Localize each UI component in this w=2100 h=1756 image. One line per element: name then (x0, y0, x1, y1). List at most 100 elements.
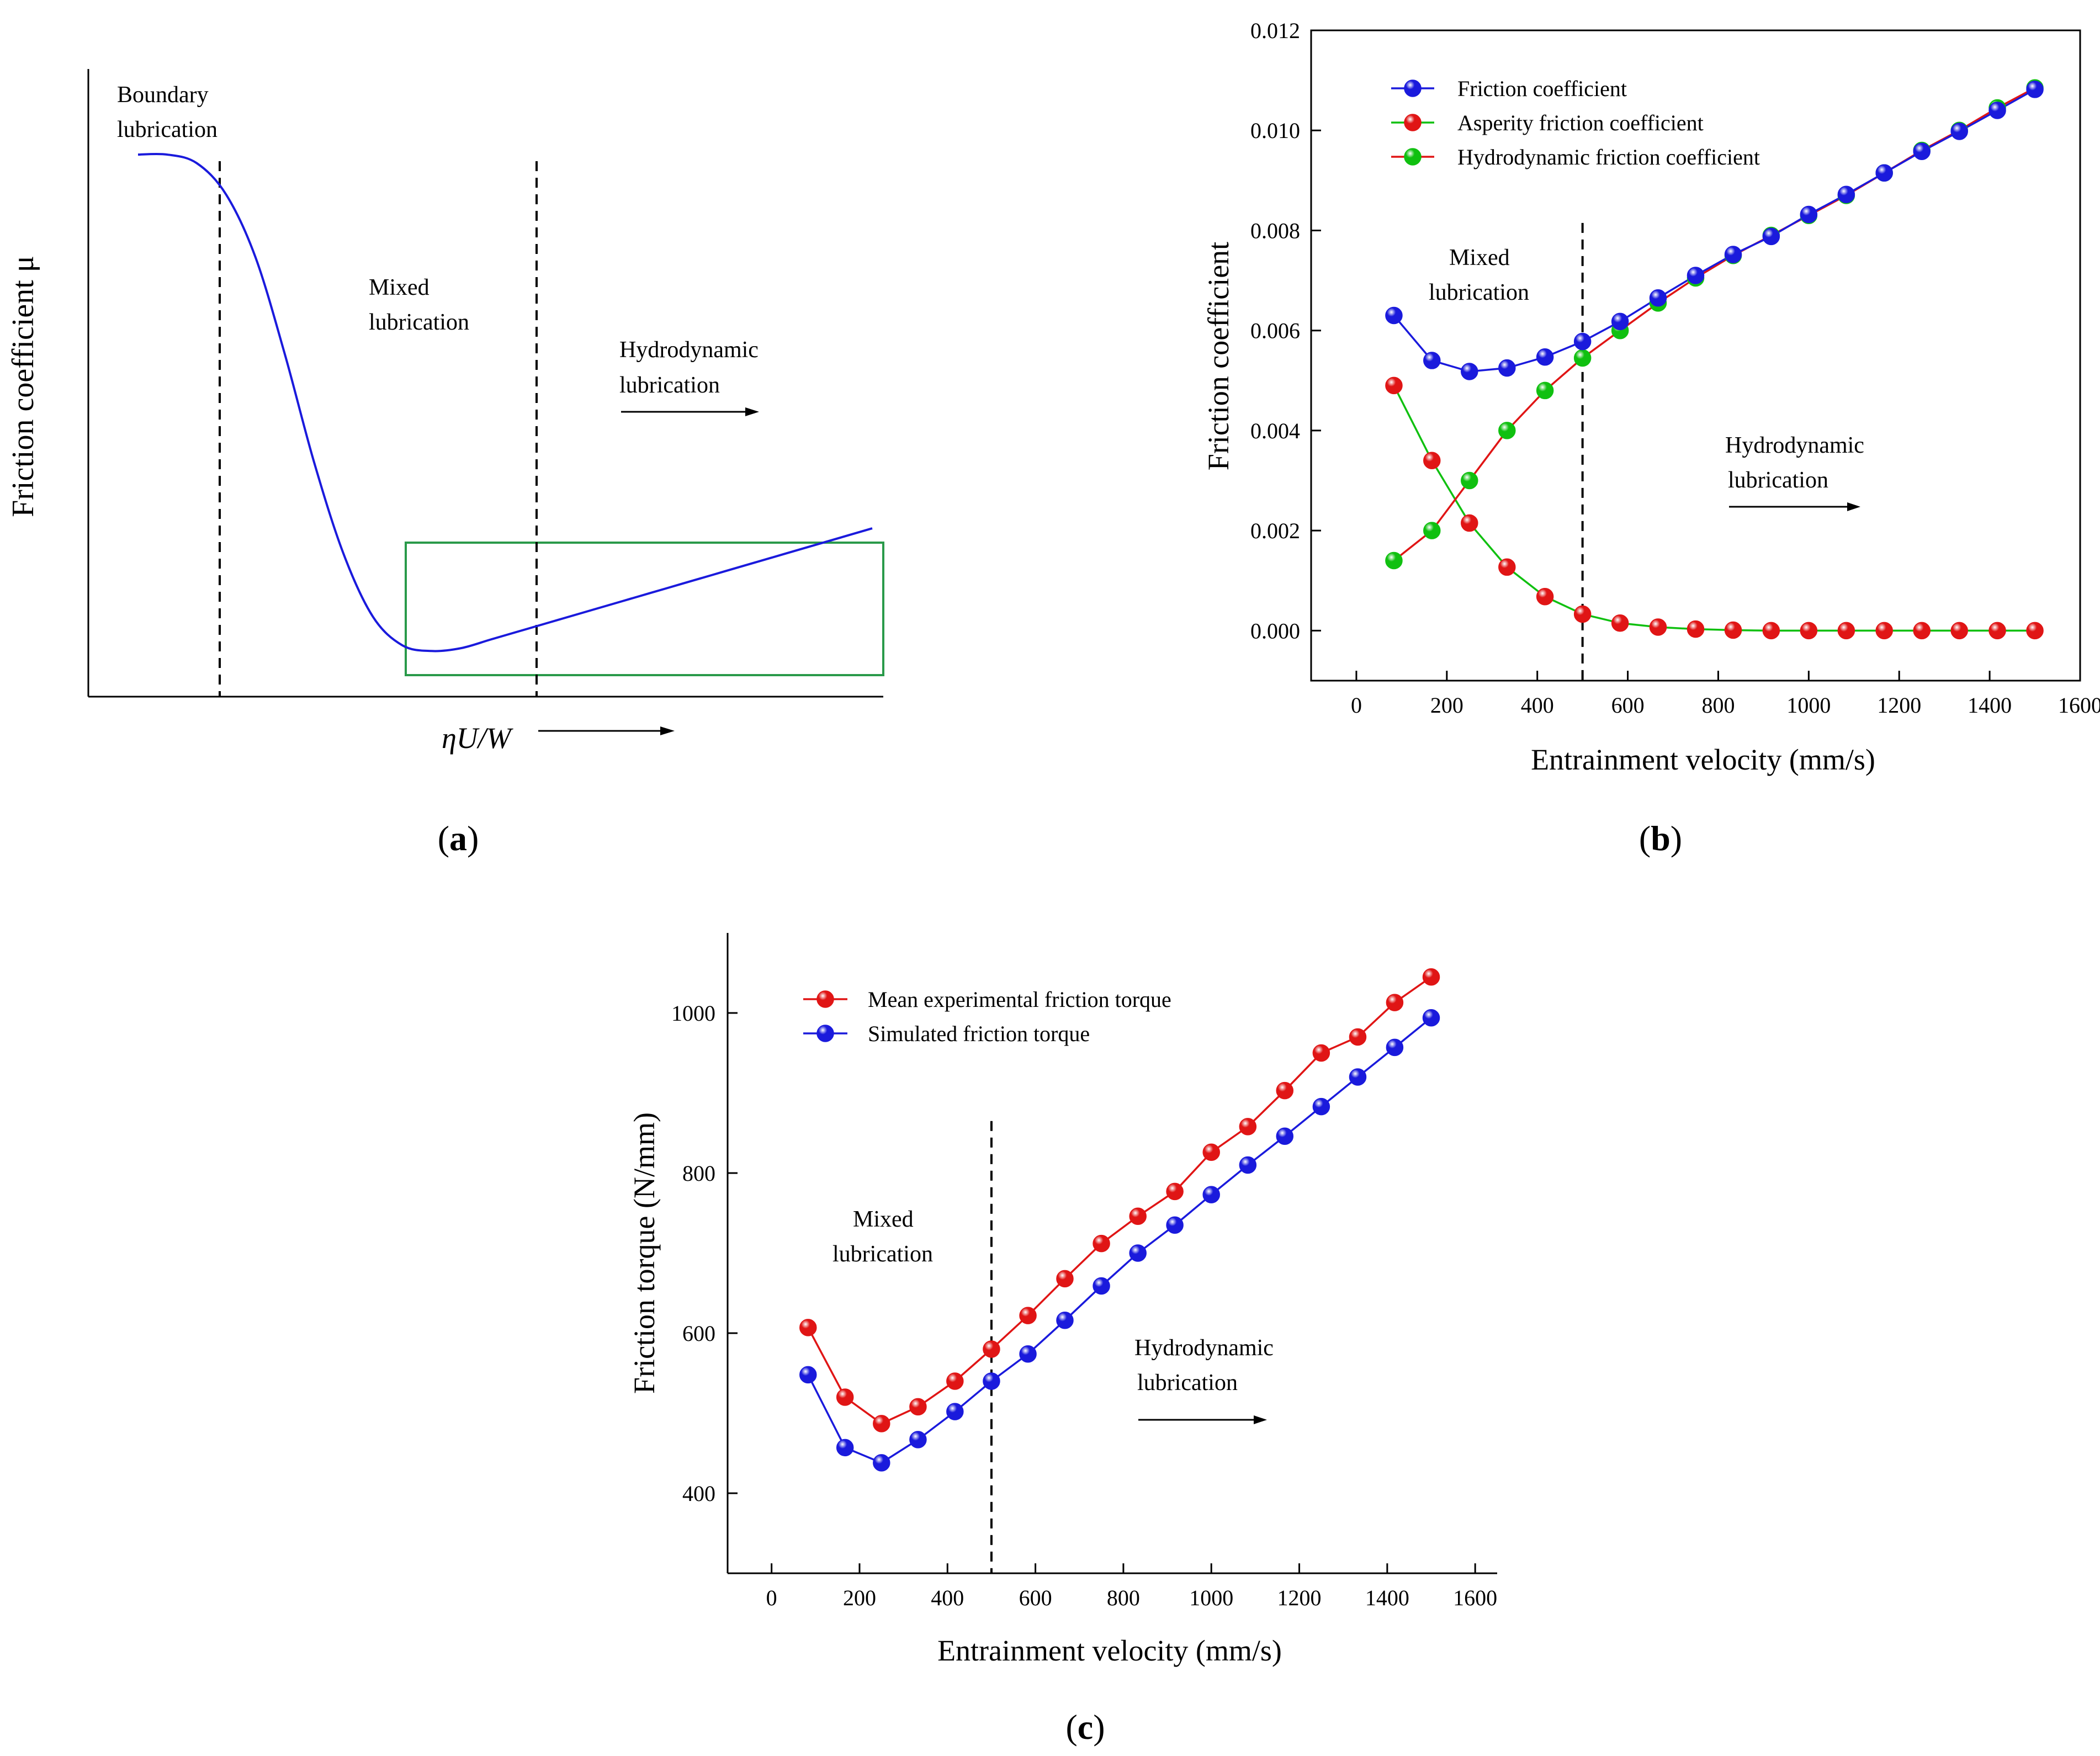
panel-b-marker (1385, 306, 1403, 325)
panel-c-marker (836, 1439, 854, 1457)
panel-b-marker (1573, 605, 1592, 623)
panel-b-y-tick-label: 0.000 (1250, 618, 1300, 643)
panel-a-hydro-line2: lubrication (619, 373, 720, 398)
panel-b-x-tick-label: 1000 (1786, 693, 1831, 718)
panel-c-legend-label: Mean experimental friction torque (868, 987, 1171, 1012)
panel-b-marker (1611, 312, 1629, 331)
panel-c-y-tick-label: 400 (682, 1481, 715, 1506)
panel-c-marker (836, 1388, 854, 1406)
panel-b-marker (1837, 622, 1855, 640)
panel-c-marker (1056, 1312, 1074, 1329)
panel-c-x-tick-label: 0 (766, 1585, 777, 1610)
panel-c-x-tick-label: 1400 (1365, 1585, 1409, 1610)
panel-b-marker (1573, 332, 1592, 351)
panel-b-legend-label: Asperity friction coefficient (1457, 110, 1704, 135)
panel-a-boundary-line2: lubrication (117, 117, 218, 142)
panel-b-marker (1800, 622, 1818, 640)
panel-b-marker (1913, 622, 1931, 640)
panel-a-y-label: Friction coefficient μ (6, 256, 40, 517)
panel-c-x-tick-label: 1000 (1189, 1585, 1233, 1610)
panel-c-marker (1422, 968, 1440, 986)
panel-b-marker (1385, 551, 1403, 570)
panel-b-marker (1913, 142, 1931, 161)
panel-a: Boundary lubrication Mixed lubrication H… (6, 69, 884, 858)
panel-c-marker (1312, 1097, 1330, 1116)
panel-c-marker (946, 1372, 964, 1390)
panel-b-y-tick-label: 0.004 (1250, 418, 1300, 443)
panel-b-marker (1385, 376, 1403, 395)
panel-c-marker (799, 1366, 817, 1384)
panel-b-marker (1837, 185, 1855, 203)
panel-b-marker (1536, 588, 1554, 606)
panel-c-marker (983, 1372, 1000, 1390)
panel-b-legend-label: Hydrodynamic friction coefficient (1457, 145, 1760, 169)
panel-b-y-label: Friction coefficient (1202, 242, 1235, 470)
panel-c-marker (909, 1431, 927, 1449)
panel-b-marker (1875, 622, 1893, 640)
panel-c-x-tick-label: 800 (1107, 1585, 1140, 1610)
panel-c-marker (799, 1319, 817, 1336)
panel-b-hydro-line1: Hydrodynamic (1725, 433, 1864, 458)
panel-b-plot-area (1385, 79, 2044, 681)
panel-c-marker (1276, 1127, 1294, 1145)
panel-c-x-label: Entrainment velocity (mm/s) (937, 1634, 1282, 1667)
panel-c-y-tick-label: 600 (682, 1321, 715, 1346)
panel-b-x-tick-label: 1600 (2058, 693, 2100, 718)
panel-c-marker (946, 1403, 964, 1420)
panel-b-x-tick-label: 1400 (1968, 693, 2012, 718)
panel-c-mixed-line2: lubrication (832, 1242, 933, 1267)
panel-b-legend-marker (1404, 148, 1422, 166)
panel-b-marker (1423, 352, 1441, 369)
panel-b-marker (1762, 622, 1780, 640)
panel-c-legend-label: Simulated friction torque (868, 1021, 1090, 1046)
panel-c-marker (1166, 1182, 1184, 1201)
panel-c-marker (1056, 1270, 1074, 1288)
panel-b-legend-marker (1404, 114, 1422, 131)
panel-a-y-label-text: Friction coefficient μ (6, 256, 40, 517)
panel-b-marker (1875, 164, 1893, 182)
panel-b-marker (1950, 123, 1968, 140)
panel-c-marker (1349, 1028, 1367, 1046)
panel-c-series-line (807, 1017, 1432, 1464)
panel-c-y-label: Friction torque (N/mm) (628, 1112, 661, 1394)
panel-c-marker (1093, 1234, 1110, 1253)
panel-c-marker (1019, 1345, 1037, 1363)
panel-b-label-letter: b (1651, 819, 1671, 858)
panel-b-marker (1498, 359, 1516, 377)
panel-c-marker (1239, 1156, 1257, 1174)
panel-b-marker (1461, 514, 1478, 532)
panel-a-hydro-arrow (621, 407, 759, 416)
panel-c-marker (1093, 1277, 1110, 1295)
panel-c-mixed-line1: Mixed (853, 1207, 914, 1232)
panel-b-marker (1988, 102, 2006, 119)
panel-b-marker (1573, 349, 1592, 367)
panel-c-marker (1129, 1207, 1147, 1226)
panel-b-legend-label: Friction coefficient (1457, 76, 1627, 101)
panel-b-marker (1800, 205, 1818, 224)
panel-c-x-tick-label: 600 (1019, 1585, 1052, 1610)
panel-a-stribeck-curve (137, 152, 873, 652)
panel-b-legend: Friction coefficient Asperity friction co… (1391, 76, 1760, 169)
panel-c-marker (873, 1454, 890, 1472)
panel-a-mixed-line2: lubrication (369, 310, 469, 335)
panel-b-marker (2026, 81, 2044, 98)
panel-b-marker (1649, 618, 1667, 636)
panel-b-marker (1423, 452, 1441, 470)
panel-c-marker (873, 1415, 890, 1433)
panel-b-x-tick-label: 600 (1611, 693, 1645, 718)
panel-c-legend-marker (816, 990, 834, 1008)
panel-b-x-tick-label: 0 (1351, 693, 1362, 718)
panel-c-marker (1276, 1081, 1294, 1100)
panel-c-marker (1312, 1044, 1330, 1062)
panel-b-marker (1536, 348, 1554, 366)
panel-b: 0 200 400 600 800 1000 1200 1400 1600 0.000 0.002 0… (1202, 18, 2100, 858)
panel-b-marker (1950, 622, 1968, 640)
panel-b-x-tick-label: 800 (1701, 693, 1735, 718)
panel-c-label-letter: c (1078, 1707, 1093, 1747)
panel-a-x-arrow (538, 726, 675, 735)
panel-b-hydro-arrow (1729, 502, 1860, 511)
panel-b-marker (1724, 246, 1742, 263)
panel-b-x-tick-label: 400 (1521, 693, 1554, 718)
panel-b-marker (1988, 622, 2006, 640)
panel-c-marker (1386, 994, 1404, 1011)
